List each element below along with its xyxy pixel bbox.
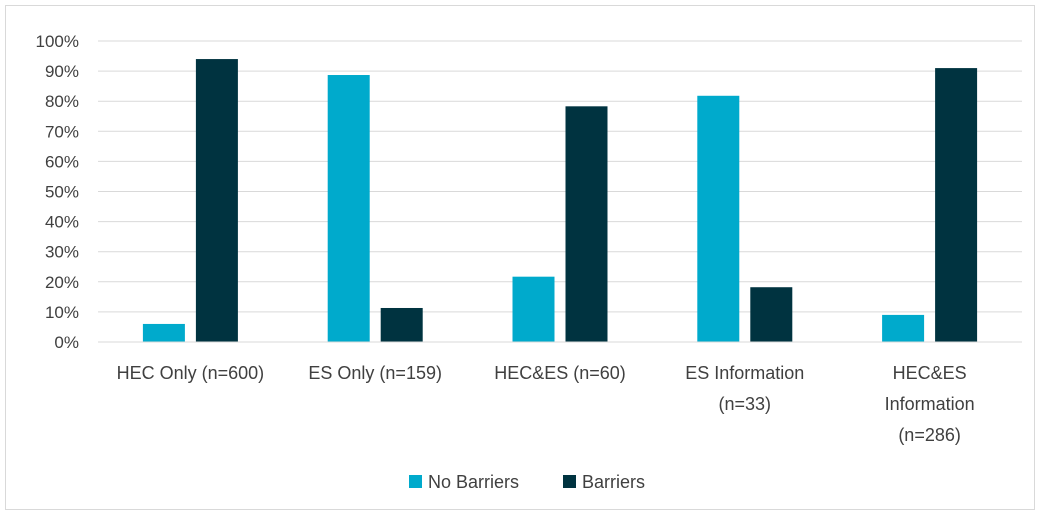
gridlines — [98, 40, 1022, 313]
x-axis-category-labels: HEC Only (n=600) ES Only (n=159) HEC&ES (n… — [117, 363, 975, 445]
legend: No Barriers Barriers — [409, 472, 645, 492]
legend-swatch — [409, 475, 422, 488]
x-category-label: ES Only (n=159) — [308, 363, 442, 383]
bar-chart: 0% 10% 20% 30% 40% 50% 60% 70% 80% 90% 100% HEC On… — [36, 32, 1022, 492]
bar-no-barriers — [512, 276, 555, 342]
bars — [142, 59, 978, 343]
x-category-label: HEC Only (n=600) — [117, 363, 265, 383]
y-tick-label: 60% — [45, 152, 79, 171]
bar-no-barriers — [327, 75, 370, 342]
y-axis-tick-labels: 0% 10% 20% 30% 40% 50% 60% 70% 80% 90% 100% — [36, 32, 79, 352]
y-tick-label: 100% — [36, 32, 79, 51]
legend-swatch — [563, 475, 576, 488]
y-tick-label: 30% — [45, 243, 79, 262]
y-tick-label: 70% — [45, 122, 79, 141]
y-tick-label: 20% — [45, 273, 79, 292]
x-category-label: (n=33) — [719, 394, 772, 414]
bar-barriers — [380, 307, 423, 342]
y-tick-label: 90% — [45, 62, 79, 81]
y-tick-label: 40% — [45, 213, 79, 232]
bar-barriers — [195, 59, 238, 343]
x-category-label: HEC&ES — [893, 363, 967, 383]
chart-frame: 0% 10% 20% 30% 40% 50% 60% 70% 80% 90% 100% HEC On… — [5, 5, 1035, 510]
x-category-label: ES Information — [685, 363, 804, 383]
legend-label: No Barriers — [428, 472, 519, 492]
legend-label: Barriers — [582, 472, 645, 492]
bar-barriers — [565, 106, 608, 342]
bar-no-barriers — [882, 314, 925, 342]
bar-no-barriers — [697, 95, 740, 342]
x-category-label: HEC&ES (n=60) — [494, 363, 626, 383]
x-category-label: (n=286) — [898, 425, 961, 445]
y-tick-label: 50% — [45, 183, 79, 202]
y-tick-label: 10% — [45, 303, 79, 322]
bar-barriers — [935, 68, 978, 342]
x-category-label: Information — [885, 394, 975, 414]
bar-no-barriers — [142, 323, 185, 342]
bar-barriers — [750, 287, 793, 342]
y-tick-label: 0% — [54, 333, 79, 352]
y-tick-label: 80% — [45, 92, 79, 111]
